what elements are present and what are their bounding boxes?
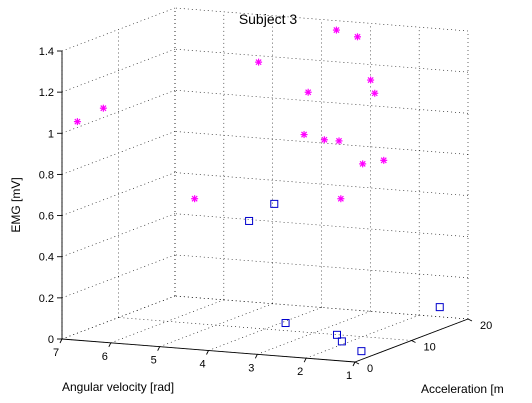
- z-tick-label: 1: [48, 128, 54, 140]
- grid-line: [61, 90, 176, 134]
- data-point-asterisk: [320, 136, 328, 144]
- grid-line: [159, 303, 273, 347]
- x-tick-label: 2: [297, 366, 303, 378]
- grid-line: [174, 295, 469, 320]
- data-marks: [73, 26, 444, 356]
- data-point-square: [337, 337, 346, 346]
- data-point-square: [270, 199, 279, 208]
- y-tick-label: 0: [367, 363, 373, 375]
- grid-line: [174, 172, 469, 196]
- grid-line: [61, 254, 176, 299]
- data-point-asterisk: [191, 195, 199, 203]
- data-point-square: [357, 347, 366, 356]
- grid-line: [61, 295, 176, 340]
- z-axis-label: EMG [mV]: [9, 177, 23, 232]
- grid-lines: [61, 7, 469, 363]
- y-tick-mark: [467, 318, 473, 322]
- grid-line: [174, 131, 469, 155]
- x-tick-mark: [108, 342, 112, 348]
- grid-line: [257, 311, 371, 355]
- y-tick-label: 20: [480, 320, 492, 332]
- z-tick-label: 0.2: [39, 293, 54, 305]
- y-tick-mark: [411, 340, 416, 343]
- data-point-asterisk: [73, 118, 81, 126]
- data-point-square: [245, 216, 254, 225]
- grid-line: [174, 254, 469, 279]
- y-axis-label: Acceleration [m: [421, 382, 504, 396]
- data-point-square: [333, 330, 341, 339]
- y-tick-mark: [354, 361, 360, 365]
- x-tick-mark: [352, 361, 356, 367]
- grid-line: [61, 172, 176, 216]
- x-tick-mark: [157, 346, 161, 351]
- data-point-asterisk: [332, 26, 340, 34]
- grid-line: [118, 317, 412, 341]
- x-tick-label: 4: [199, 359, 205, 371]
- x-tick-label: 1: [346, 370, 352, 382]
- data-point-asterisk: [354, 33, 361, 41]
- grid-line: [174, 89, 469, 114]
- x-tick-mark: [59, 338, 63, 344]
- x-axis-label: Angular velocity [rad]: [62, 380, 174, 394]
- data-point-asterisk: [304, 88, 312, 96]
- z-tick-label: 0.8: [39, 169, 54, 181]
- data-point-asterisk: [380, 156, 388, 164]
- data-point-asterisk: [337, 195, 345, 203]
- z-tick-label: 0: [48, 334, 54, 346]
- grid-line: [174, 7, 469, 32]
- z-tick-label: 0.4: [39, 252, 54, 264]
- x-tick-mark: [206, 350, 209, 355]
- grid-line: [61, 131, 176, 175]
- z-tick-label: 0.6: [39, 211, 54, 223]
- x-tick-label: 5: [151, 355, 157, 367]
- grid-line: [61, 7, 176, 52]
- x-tick-label: 3: [248, 362, 254, 374]
- data-point-asterisk: [367, 76, 375, 84]
- x-tick-mark: [303, 357, 307, 363]
- data-point-asterisk: [99, 104, 107, 112]
- data-point-square: [435, 303, 444, 312]
- z-tick-label: 1.2: [39, 87, 54, 99]
- data-point-asterisk: [371, 89, 379, 97]
- grid-line: [174, 213, 469, 238]
- chart-title: Subject 3: [239, 11, 298, 27]
- data-point-asterisk: [300, 131, 308, 139]
- data-point-asterisk: [335, 137, 343, 145]
- grid-line: [61, 213, 176, 257]
- data-point-asterisk: [255, 58, 263, 66]
- x-tick-label: 6: [102, 351, 108, 363]
- z-tick-label: 1.4: [39, 46, 54, 58]
- data-point-asterisk: [359, 160, 367, 168]
- axes: [57, 50, 473, 367]
- grid-line: [174, 48, 469, 73]
- grid-line: [61, 48, 176, 93]
- grid-line: [208, 307, 322, 351]
- x-tick-label: 7: [53, 347, 59, 359]
- data-point-square: [281, 319, 290, 328]
- x-tick-mark: [254, 354, 258, 359]
- y-tick-label: 10: [424, 342, 436, 354]
